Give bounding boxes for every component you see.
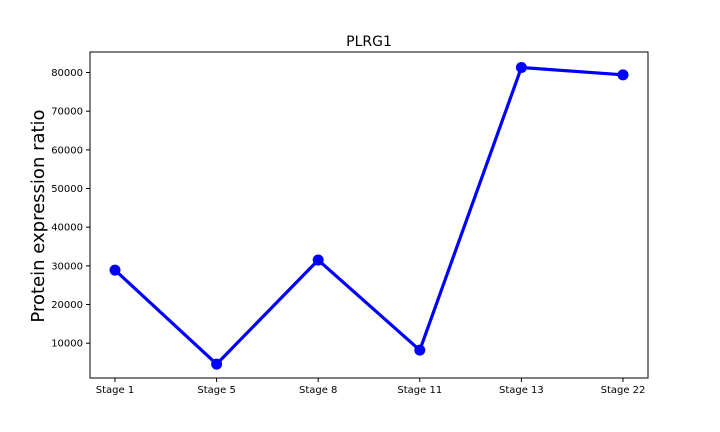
data-point (211, 358, 223, 370)
y-tick-label: 80000 (51, 68, 83, 79)
y-axis: 10000 20000 30000 40000 50000 60000 70000 80000 (51, 68, 90, 350)
y-tick-label: 70000 (51, 107, 83, 118)
x-tick-label: Stage 11 (397, 385, 442, 396)
data-point (617, 69, 629, 81)
x-axis: Stage 1 Stage 5 Stage 8 Stage 11 Stage 13 Sta… (96, 378, 646, 396)
data-point (109, 264, 121, 276)
chart-title: PLRG1 (346, 34, 392, 50)
data-point (515, 61, 527, 73)
x-tick-label: Stage 13 (499, 385, 544, 396)
series-group (109, 61, 629, 370)
y-tick-label: 50000 (51, 184, 83, 195)
y-axis-label: Protein expression ratio (28, 109, 49, 322)
plot-frame (89, 51, 649, 379)
data-point (414, 344, 426, 356)
y-tick-label: 30000 (51, 261, 83, 272)
x-tick-label: Stage 1 (96, 385, 134, 396)
y-tick-label: 20000 (51, 300, 83, 311)
x-tick-label: Stage 8 (299, 385, 337, 396)
series-line (113, 65, 624, 366)
x-tick-label: Stage 5 (197, 385, 235, 396)
y-tick-label: 40000 (51, 223, 83, 234)
x-tick-label: Stage 22 (601, 385, 646, 396)
data-point (312, 254, 324, 266)
y-tick-label: 10000 (51, 339, 83, 350)
y-tick-label: 60000 (51, 145, 83, 156)
